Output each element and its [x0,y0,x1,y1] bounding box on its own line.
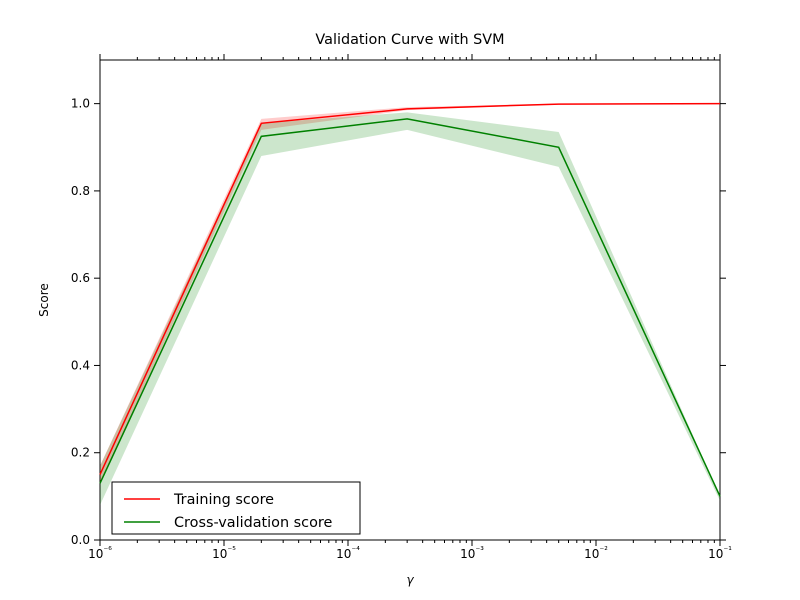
y-tick-label: 0.0 [71,533,90,547]
x-tick-label: 10⁻⁵ [212,546,236,561]
x-tick-label: 10⁻⁶ [88,546,112,561]
y-tick-label: 0.6 [71,271,90,285]
y-tick-label: 0.4 [71,358,90,372]
chart-title: Validation Curve with SVM [315,32,504,48]
legend: Training score Cross-validation score [112,482,360,534]
y-tick-label: 0.8 [71,184,90,198]
x-tick-label: 10⁻² [584,546,608,561]
validation-curve-chart: Validation Curve with SVM 10⁻⁶ 10⁻⁵ 10⁻⁴ 10… [0,0,800,600]
y-tick-label: 1.0 [71,97,90,111]
series-fill-group [100,104,720,505]
y-tick-label: 0.2 [71,446,90,460]
series-fill-1 [100,112,720,505]
legend-label-0: Training score [173,492,274,508]
x-tick-label: 10⁻³ [460,546,484,561]
y-axis-label: Score [37,283,51,317]
x-tick-label: 10⁻⁴ [336,546,360,561]
x-tick-label: 10⁻¹ [708,546,732,561]
x-axis-label: γ [406,573,414,587]
legend-label-1: Cross-validation score [174,515,332,531]
